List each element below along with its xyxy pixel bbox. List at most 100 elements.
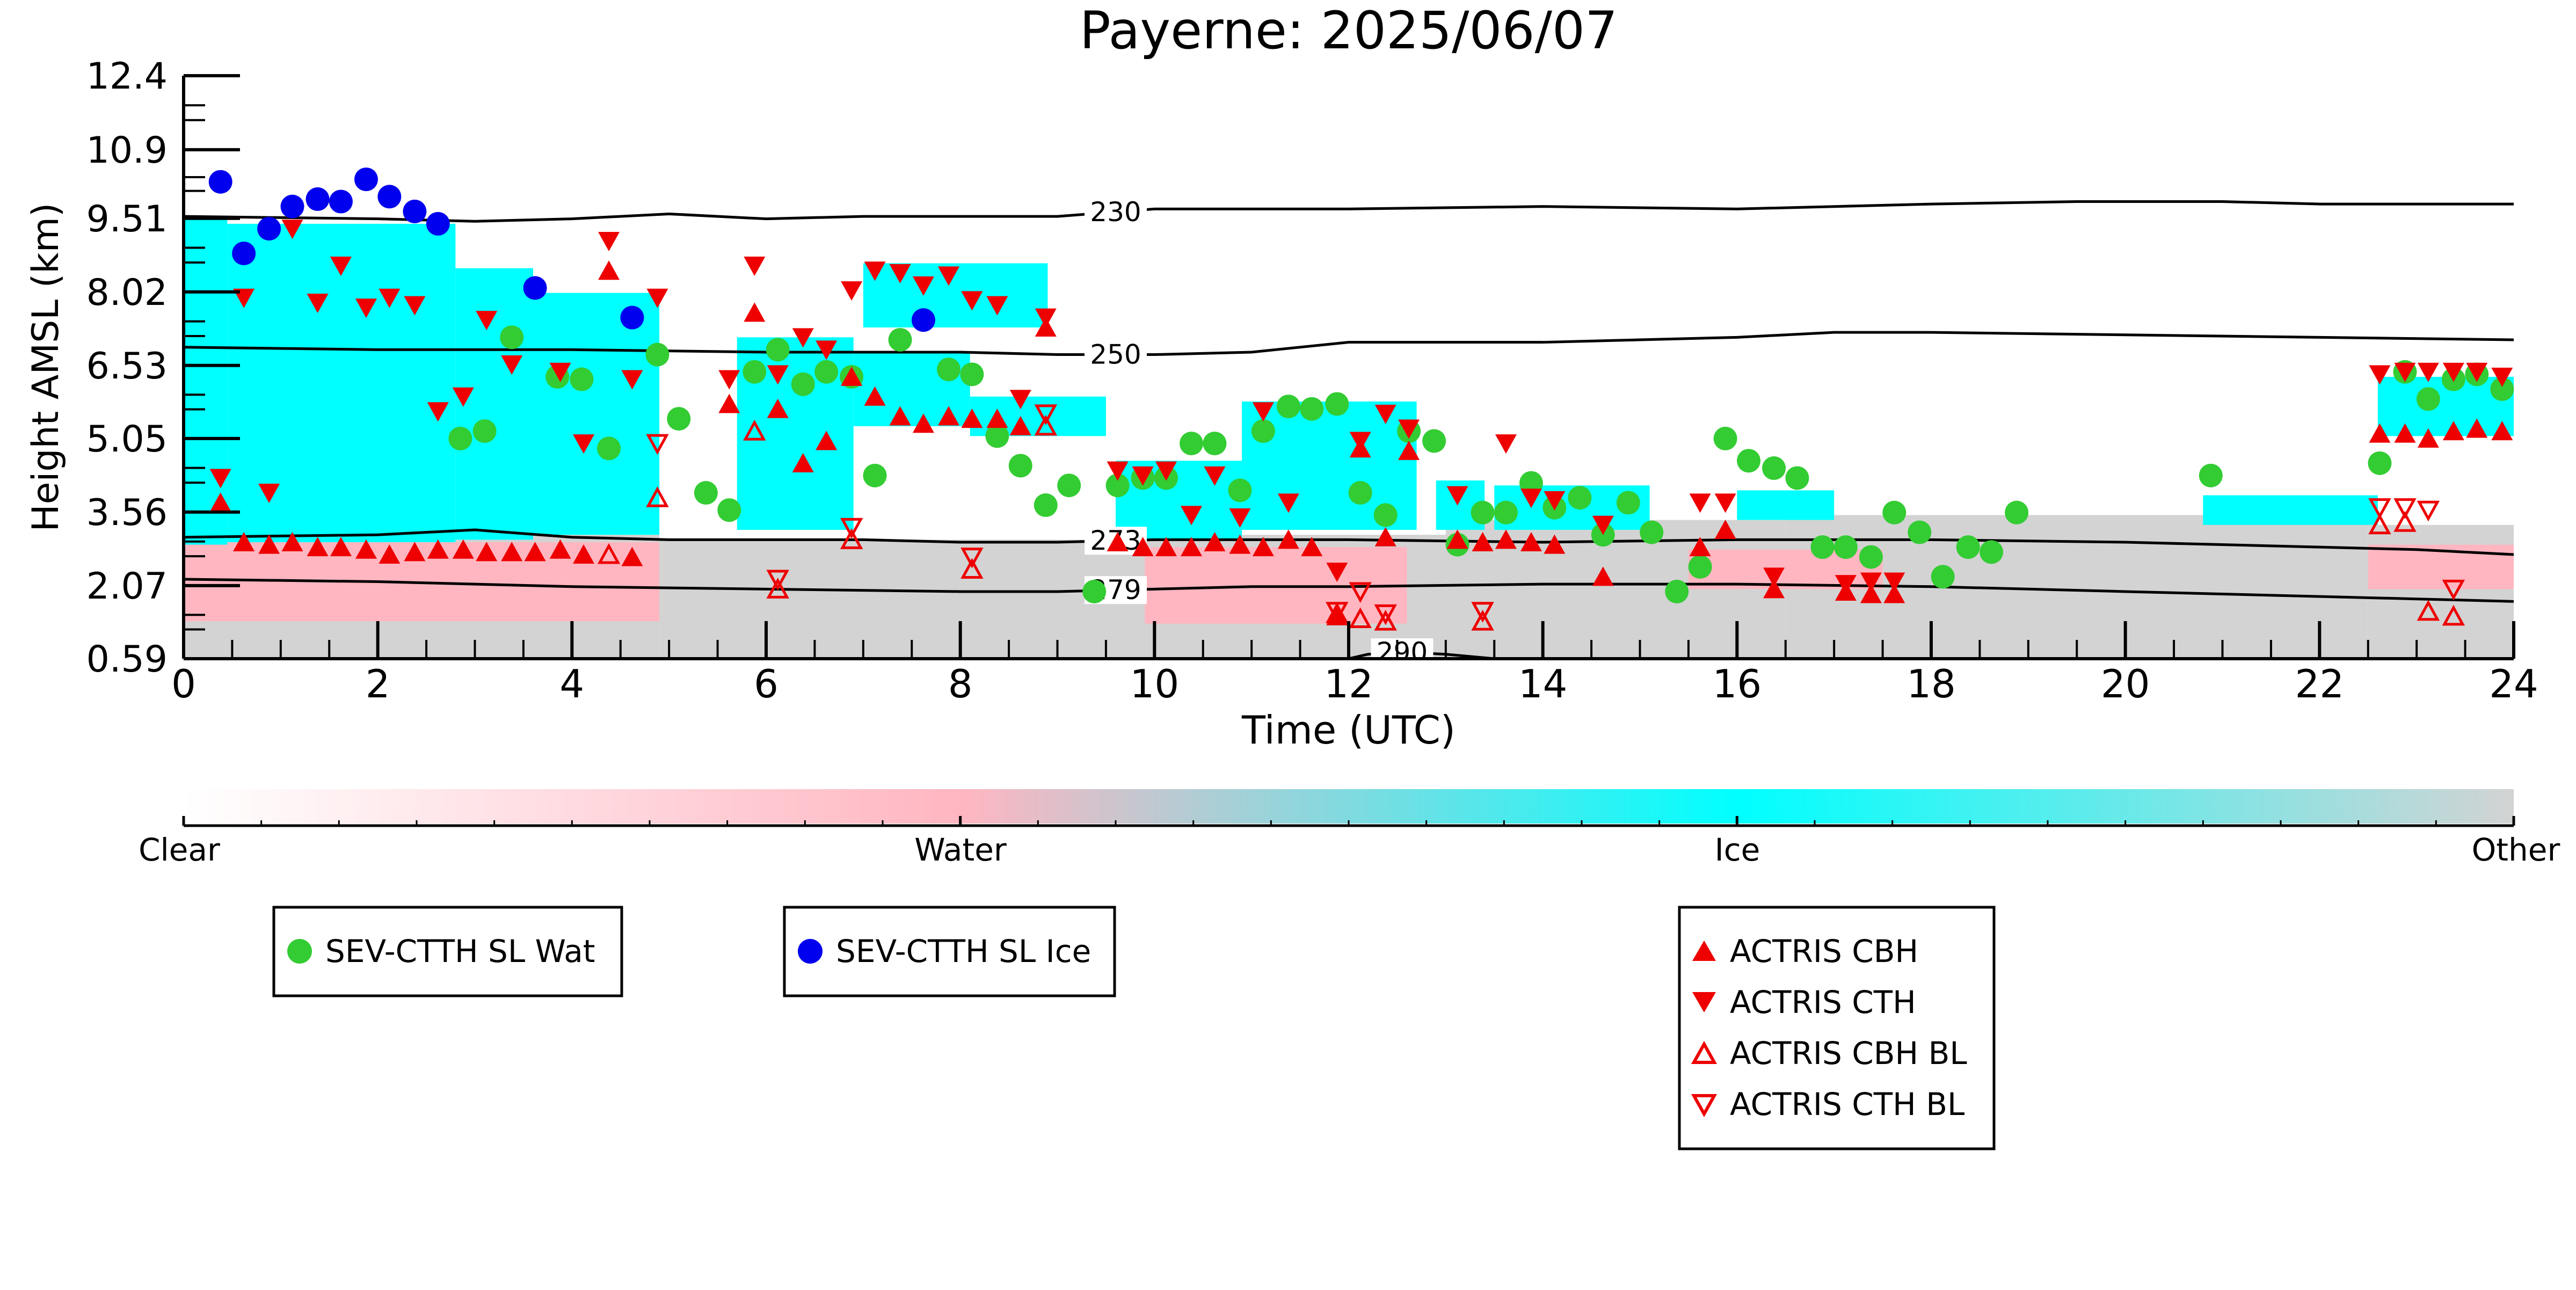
data-point [1883,572,1905,592]
data-point [1107,461,1129,481]
data-point [1592,566,1614,586]
x-tick-label: 2 [366,661,390,706]
data-point [2416,387,2440,411]
data-point [1228,478,1252,502]
data-point [476,542,498,562]
data-point [355,298,377,318]
data-point [2368,451,2392,475]
data-point [841,366,863,386]
data-point [1882,500,1906,524]
data-point [232,242,256,266]
data-point [888,327,912,352]
colorbar-gradient [184,789,2514,823]
ice-region [1737,490,1835,520]
data-point [960,558,984,579]
data-point [646,288,668,308]
data-point [743,360,767,384]
data-point [936,358,960,382]
series-2 [209,260,2513,625]
data-point [1034,414,1058,436]
data-point [717,498,741,522]
data-point [814,360,839,384]
data-point [1132,466,1154,486]
data-point [960,548,984,569]
ice-region [455,268,533,540]
data-point [549,362,571,382]
colorbar: Clear Water Ice Other [139,789,2560,868]
data-point [2369,423,2391,443]
data-point [2417,428,2439,448]
data-point [1373,503,1398,527]
data-point [1155,537,1177,557]
data-point [1689,493,1711,513]
data-point [840,528,863,549]
data-point [1640,520,1664,544]
data-point [377,185,402,209]
data-point [573,434,595,454]
data-point [2442,604,2465,626]
data-point [570,367,594,391]
data-point [307,293,329,313]
data-point [1300,397,1324,421]
data-point [2442,362,2464,382]
data-point [2442,579,2465,601]
data-point [863,463,887,487]
data-point [1568,486,1592,510]
data-point [864,386,886,406]
x-tick-label: 12 [1324,661,1373,706]
ice-region [533,293,660,535]
data-point [1520,489,1542,508]
data-point [766,578,789,599]
data-point [1398,440,1420,460]
chart-title: Payerne: 2025/06/07 [1080,1,1618,61]
data-point [524,542,546,562]
colorbar-label-other: Other [2472,832,2560,868]
data-point [1688,555,1712,579]
data-point [1471,609,1494,631]
data-point [404,296,426,316]
x-tick-label: 6 [754,661,778,706]
data-point [1082,579,1107,603]
data-point [281,531,303,551]
data-point [645,342,670,367]
data-point [1204,531,1226,551]
data-point [476,311,498,331]
data-point [1883,584,1905,603]
x-tick-label: 16 [1713,661,1762,706]
contour-label-290: 290 [1377,637,1428,668]
data-point [258,484,280,504]
data-point [2417,500,2440,522]
contour-label-bg [1371,638,1433,659]
data-point [1277,529,1299,549]
data-point [2417,600,2440,621]
data-point [1374,527,1396,546]
data-point [1326,563,1348,582]
data-point [2005,500,2029,524]
data-point [792,453,814,472]
data-point [1785,466,1809,490]
data-point [1252,537,1274,557]
data-point [1132,537,1154,557]
y-tick-label: 10.9 [86,129,168,172]
data-point [1349,607,1372,629]
data-point [1034,493,1058,518]
data-point [1325,392,1349,416]
data-point [2369,365,2391,385]
x-tick-label: 22 [2295,661,2345,706]
contour-line-279 [184,578,2514,603]
data-point [889,406,911,426]
data-point [1374,604,1397,625]
data-point [1835,575,1857,595]
data-point [233,288,255,308]
colorbar-label-ice: Ice [1715,832,1760,868]
data-point [961,409,983,428]
x-tick-label: 4 [559,661,584,706]
data-point [1833,535,1858,559]
data-point [2491,421,2513,441]
data-point [427,539,449,559]
data-point [1009,416,1031,435]
data-point [355,539,377,559]
legend-box [1678,906,1996,1150]
x-tick-label: 8 [948,661,973,706]
